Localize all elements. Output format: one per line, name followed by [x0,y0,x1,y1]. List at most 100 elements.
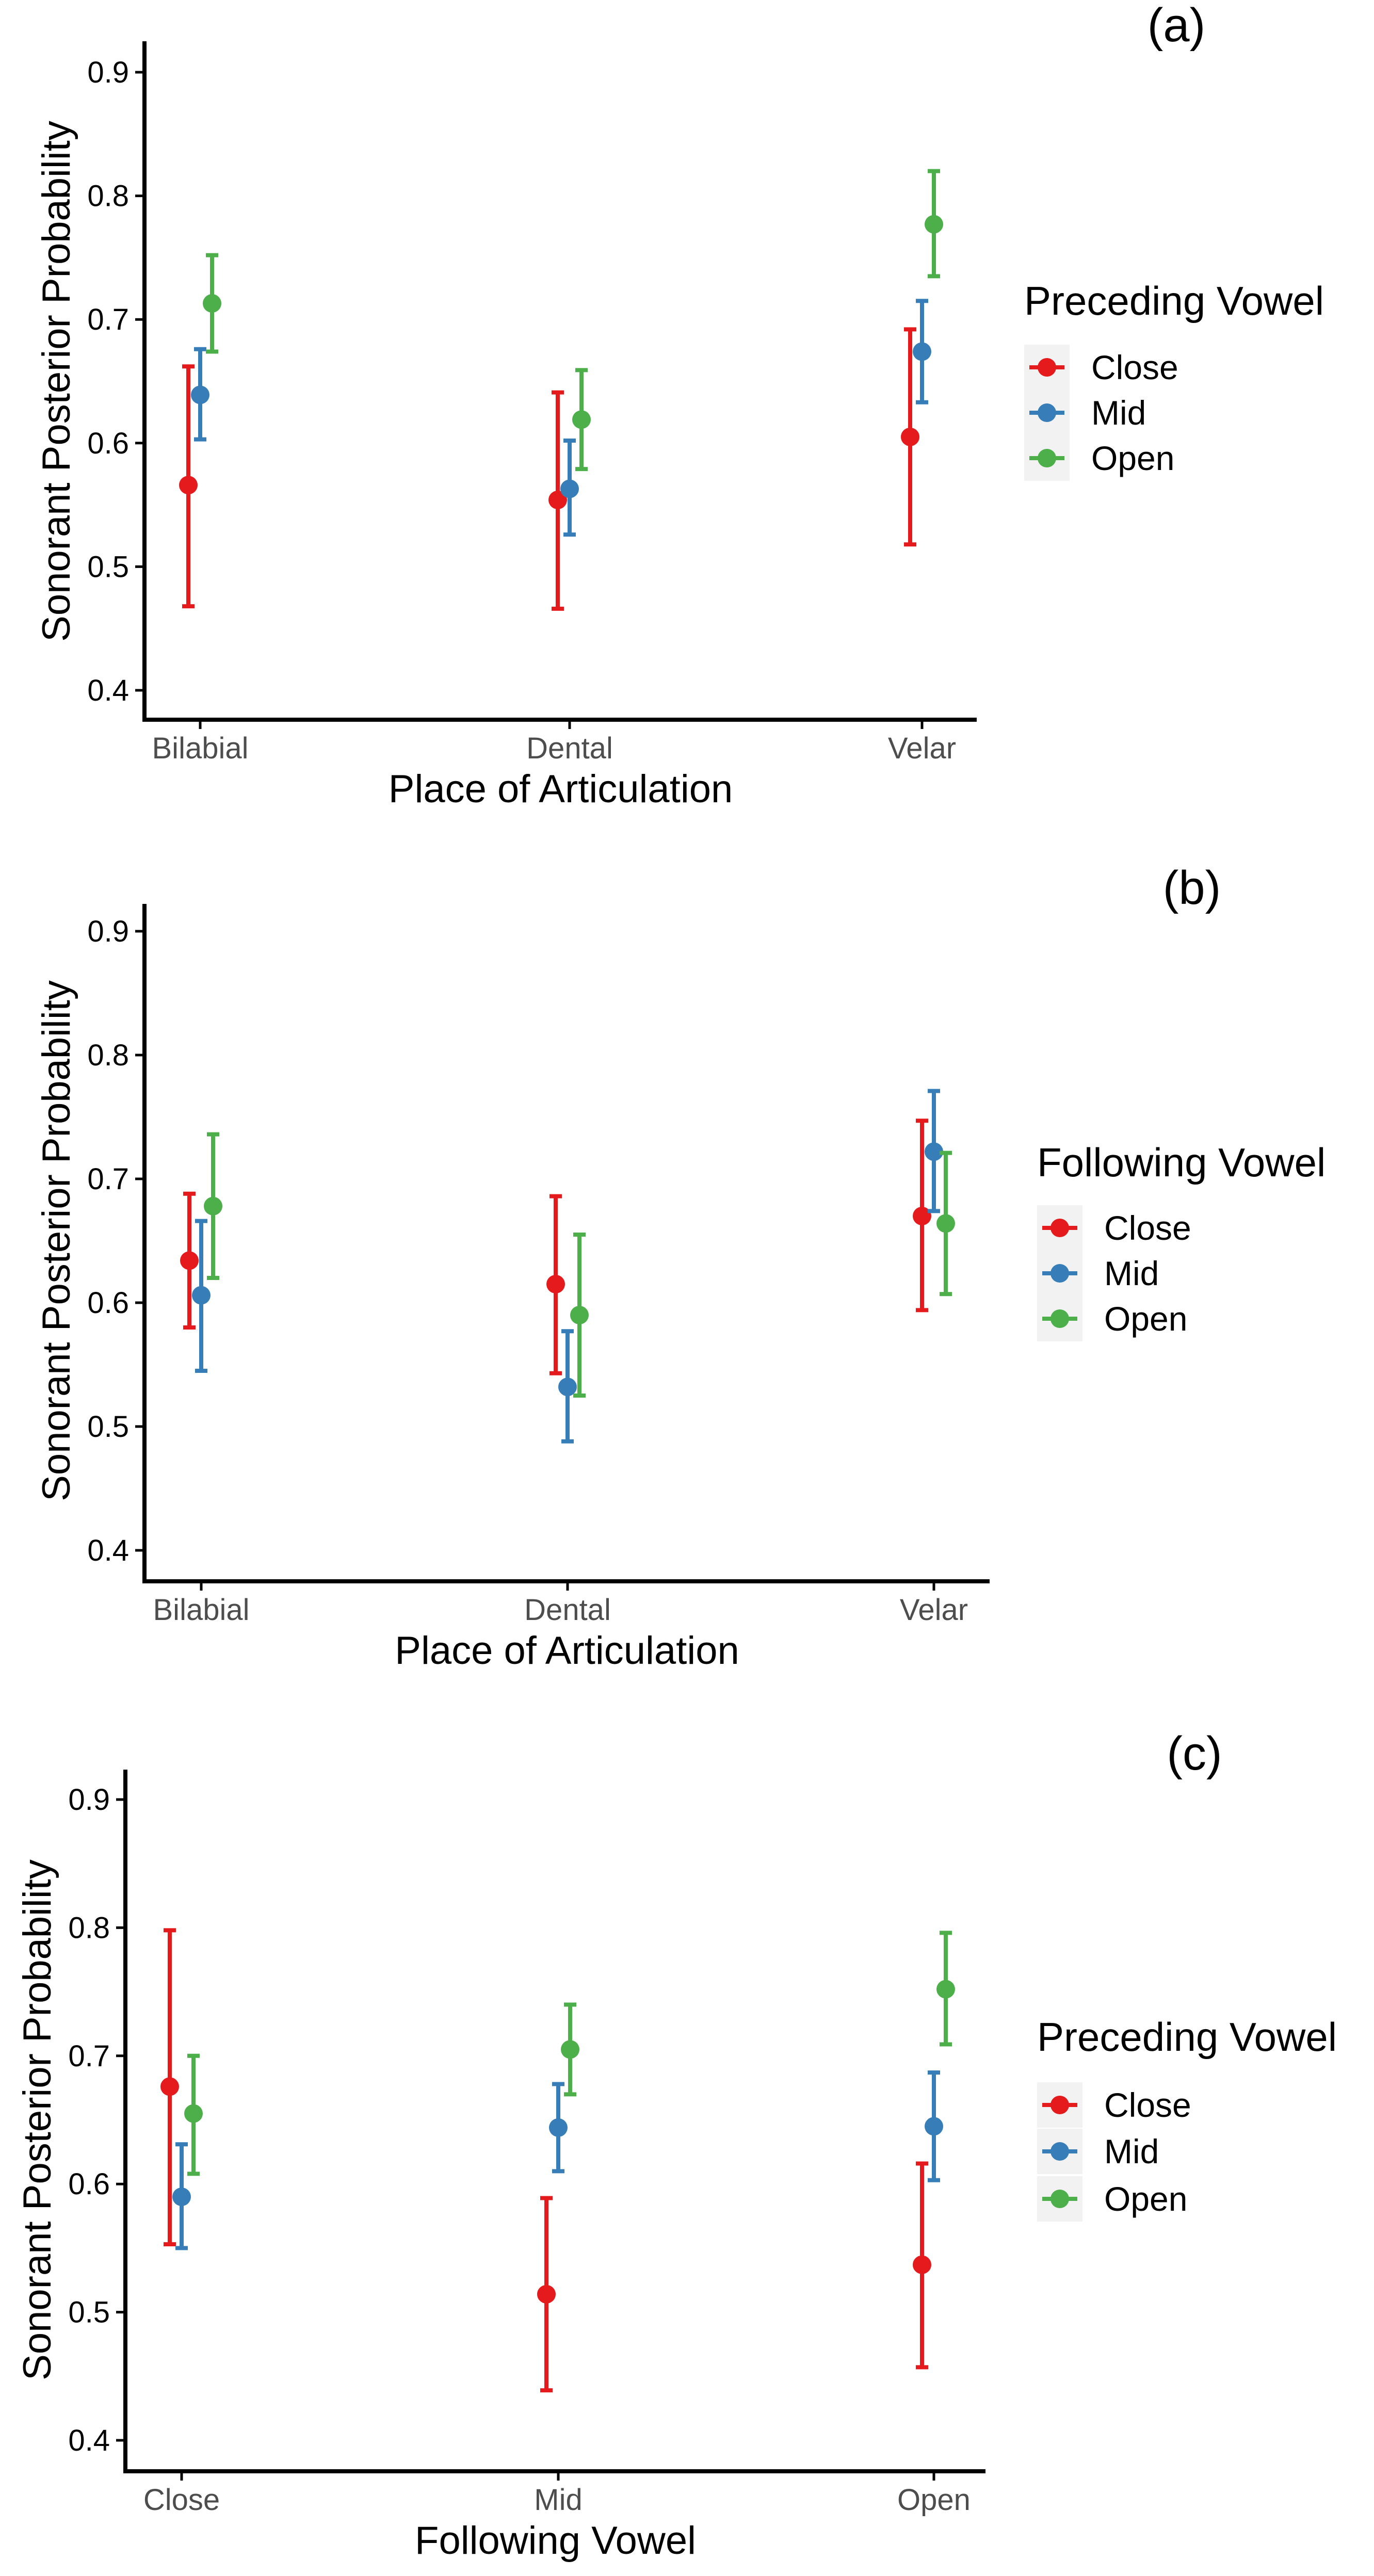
legend-item-open: Open [1037,2176,1187,2222]
point-close-bilabial [180,1251,199,1270]
y-tick-label: 0.7 [87,1162,129,1196]
legend-item-close: Close [1037,1205,1191,1251]
legend-item-label: Open [1104,2180,1187,2218]
panel-label: (a) [1147,0,1205,52]
point-mid-open [925,2117,943,2136]
legend-title: Preceding Vowel [1037,2014,1337,2060]
point-open-dental [570,1306,589,1324]
point-close-dental [546,1275,565,1293]
legend-item-label: Open [1104,1300,1187,1338]
panel-c: (c) 0.4 0.5 0.6 0.7 0.8 0.9 Close Mid Open Followi… [15,1727,1337,2563]
x-axis-title: Place of Articulation [395,1629,739,1673]
legend-item-label: Mid [1104,1254,1159,1292]
y-tick-label: 0.4 [68,2424,110,2457]
legend: Following Vowel Close Mid Open [1037,1140,1325,1341]
legend-item-label: Open [1091,439,1174,477]
point-close-mid [537,2285,556,2304]
point-mid-mid [549,2118,568,2137]
legend-item-mid: Mid [1037,2129,1159,2174]
y-tick-label: 0.7 [87,303,129,336]
point-open-dental [572,410,591,429]
legend-item-close: Close [1037,2082,1191,2128]
y-tick-label: 0.9 [68,1783,110,1817]
legend-item-mid: Mid [1024,390,1146,435]
point-mid-close [172,2188,191,2207]
point-close-dental [548,491,567,510]
legend-key-point [1050,1309,1069,1328]
point-open-mid [561,2040,579,2059]
y-axis-title: Sonorant Posterior Probability [35,980,78,1501]
legend-item-mid: Mid [1037,1251,1159,1296]
panel-label: (b) [1163,862,1221,914]
legend-item-label: Close [1104,2086,1191,2124]
point-open-bilabial [203,294,221,313]
y-tick-label: 0.4 [87,674,129,707]
y-axis-title: Sonorant Posterior Probability [35,121,78,642]
y-axis-title: Sonorant Posterior Probability [15,1859,59,2380]
y-tick-label: 0.6 [87,1286,129,1320]
legend-title: Preceding Vowel [1024,278,1324,323]
y-tick-label: 0.5 [87,550,129,584]
point-close-velar [901,427,919,446]
point-close-bilabial [179,476,198,495]
legend-key-point [1050,2096,1069,2114]
x-tick-label: Bilabial [153,1593,250,1627]
legend-item-label: Close [1091,348,1178,386]
y-tick-label: 0.6 [68,2167,110,2201]
point-open-bilabial [204,1196,222,1216]
x-axis-title: Following Vowel [415,2519,696,2563]
legend-key-point [1050,1264,1069,1283]
point-open-open [936,1980,955,1999]
panel-a: (a) 0.4 0.5 0.6 0.7 0.8 0.9 Bilabial Dental Velar… [35,0,1324,811]
x-tick-label: Dental [524,1593,611,1627]
y-tick-label: 0.9 [87,915,129,948]
x-tick-label: Mid [534,2483,582,2517]
x-tick-label: Velar [888,732,956,765]
point-open-velar [936,1214,955,1233]
y-tick-label: 0.4 [87,1534,129,1567]
point-mid-bilabial [192,1286,211,1305]
legend-key-point [1038,358,1056,377]
point-mid-dental [558,1378,577,1397]
point-mid-bilabial [191,385,209,404]
legend: Preceding Vowel Close Mid Open [1024,278,1324,481]
x-tick-label: Open [897,2483,971,2517]
legend-item-close: Close [1024,345,1178,390]
legend-key-point [1038,403,1056,422]
legend-item-open: Open [1024,435,1174,481]
legend: Preceding Vowel Close Mid Open [1037,2014,1337,2222]
legend-item-label: Mid [1091,394,1146,432]
y-tick-label: 0.8 [87,1039,129,1072]
legend-key-point [1050,1219,1069,1237]
x-tick-label: Dental [526,732,613,765]
x-tick-label: Bilabial [152,732,249,765]
point-close-open [913,2255,931,2274]
legend-item-label: Mid [1104,2132,1159,2170]
legend-key-point [1050,2190,1069,2208]
legend-key-point [1050,2142,1069,2161]
x-axis-title: Place of Articulation [389,767,733,811]
point-mid-dental [560,479,579,498]
y-tick-label: 0.6 [87,427,129,460]
y-tick-label: 0.5 [87,1410,129,1444]
x-tick-label: Close [143,2483,220,2517]
point-close-close [160,2077,179,2096]
legend-key-point [1038,449,1056,467]
y-tick-label: 0.8 [68,1911,110,1945]
point-open-velar [925,215,943,234]
point-mid-velar [913,342,931,361]
legend-item-label: Close [1104,1209,1191,1247]
y-tick-label: 0.5 [68,2296,110,2329]
panel-label: (c) [1167,1727,1222,1780]
y-tick-label: 0.7 [68,2039,110,2073]
panel-b: (b) 0.4 0.5 0.6 0.7 0.8 0.9 Bilabial Dental Velar… [35,862,1325,1673]
legend-title: Following Vowel [1037,1140,1325,1185]
y-tick-label: 0.9 [87,56,129,89]
point-mid-velar [925,1142,943,1161]
x-tick-label: Velar [900,1593,968,1627]
legend-item-open: Open [1037,1296,1187,1341]
y-tick-label: 0.8 [87,180,129,213]
point-open-close [184,2104,203,2123]
point-close-velar [913,1207,931,1225]
